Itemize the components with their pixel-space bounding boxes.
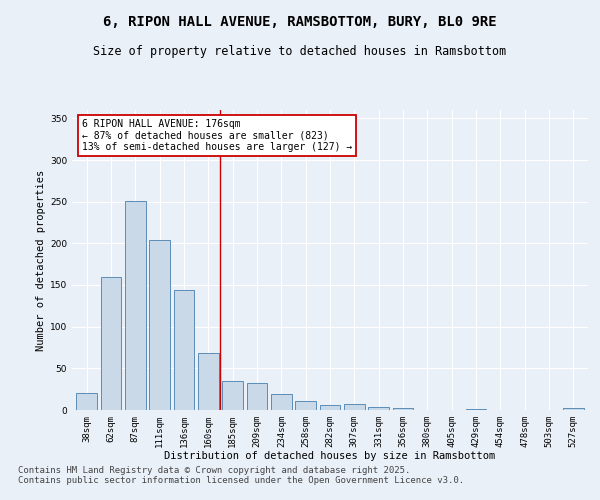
Text: Contains HM Land Registry data © Crown copyright and database right 2025.
Contai: Contains HM Land Registry data © Crown c… bbox=[18, 466, 464, 485]
Bar bbox=[563, 408, 584, 410]
Bar bbox=[198, 354, 218, 410]
Bar bbox=[76, 394, 97, 410]
Bar bbox=[392, 408, 413, 410]
Text: 6 RIPON HALL AVENUE: 176sqm
← 87% of detached houses are smaller (823)
13% of se: 6 RIPON HALL AVENUE: 176sqm ← 87% of det… bbox=[82, 119, 353, 152]
Bar bbox=[173, 290, 194, 410]
Bar bbox=[222, 381, 243, 410]
Text: Size of property relative to detached houses in Ramsbottom: Size of property relative to detached ho… bbox=[94, 45, 506, 58]
Bar bbox=[344, 404, 365, 410]
Bar bbox=[247, 384, 268, 410]
X-axis label: Distribution of detached houses by size in Ramsbottom: Distribution of detached houses by size … bbox=[164, 452, 496, 462]
Bar bbox=[466, 409, 487, 410]
Bar bbox=[101, 276, 121, 410]
Y-axis label: Number of detached properties: Number of detached properties bbox=[36, 170, 46, 350]
Bar bbox=[271, 394, 292, 410]
Text: 6, RIPON HALL AVENUE, RAMSBOTTOM, BURY, BL0 9RE: 6, RIPON HALL AVENUE, RAMSBOTTOM, BURY, … bbox=[103, 15, 497, 29]
Bar bbox=[295, 401, 316, 410]
Bar bbox=[320, 405, 340, 410]
Bar bbox=[368, 406, 389, 410]
Bar bbox=[149, 240, 170, 410]
Bar bbox=[125, 201, 146, 410]
